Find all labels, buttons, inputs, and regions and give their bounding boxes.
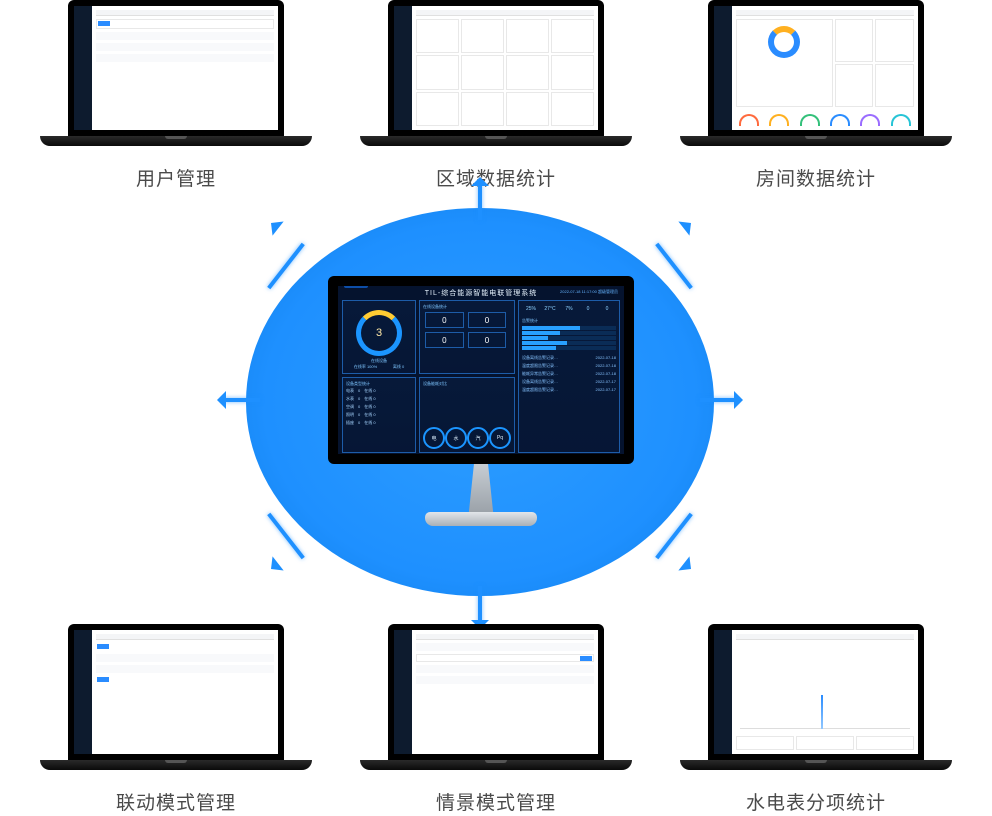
log-0-d: 2022-07-18 [596, 355, 616, 361]
hub-ring-value: 3 [361, 327, 397, 339]
hub-panel-ring: 3 在线设备 在线率 100% 离线 0 [342, 300, 416, 374]
arrow-down [478, 586, 482, 624]
hub-date: 2022-07-18 11:17:00 超级管理员 [560, 289, 618, 295]
log-0-t: 设备离线告警记录… [522, 355, 558, 361]
hub-tm-num-0: 0 [425, 312, 464, 328]
log-1-d: 2022-07-18 [596, 363, 616, 369]
caption-room-stats: 房间数据统计 [756, 164, 876, 191]
caption-meter-stats: 水电表分项统计 [746, 788, 886, 815]
hub-panel-bot-left: 设备类型统计 电表0在线 0 水表0在线 0 空调0在线 0 照明0在线 0 插… [342, 377, 416, 453]
hub-log-list: 设备离线告警记录…2022-07-18 温度超限告警记录…2022-07-18 … [522, 354, 616, 394]
blr11: 0 [358, 396, 360, 402]
thumbnails-row-top: 用户管理 区域数据统计 [0, 0, 992, 191]
blr01: 0 [358, 388, 360, 394]
ico-3: 0 [581, 306, 595, 312]
laptop-frame [360, 624, 632, 770]
hub-gauge-1: 水 [445, 427, 467, 449]
thumb-scene-mode: 情景模式管理 [360, 624, 632, 815]
ico-0: 25% [524, 306, 538, 312]
hub-ring-gauge: 3 [356, 310, 402, 356]
arrow-left [222, 398, 260, 402]
hub: 数字驾驶 TIL-综合能源智能电联管理系统 2022-07-18 11:17:0… [246, 208, 714, 596]
blr12: 在线 0 [364, 396, 375, 402]
arrow-right [700, 398, 738, 402]
caption-linkage-mode: 联动模式管理 [116, 788, 236, 815]
log-4-t: 温度超限告警记录… [522, 387, 558, 393]
blr42: 在线 0 [364, 420, 375, 426]
log-2-t: 能耗异常告警记录… [522, 371, 558, 377]
arrow-left-head [208, 391, 226, 409]
log-1-t: 温度超限告警记录… [522, 363, 558, 369]
hub-dashboard: 数字驾驶 TIL-综合能源智能电联管理系统 2022-07-18 11:17:0… [338, 286, 624, 454]
laptop-frame [40, 624, 312, 770]
hub-tr-title: 告警统计 [522, 318, 616, 324]
hub-stat-1: 离线 0 [393, 364, 404, 370]
laptop-frame [40, 0, 312, 146]
log-2-d: 2022-07-18 [596, 371, 616, 377]
laptop-frame [680, 0, 952, 146]
blr00: 电表 [346, 388, 354, 394]
hub-panel-bot-mid: 设备能耗对比 电 水 汽 Pq [419, 377, 515, 453]
log-3-t: 设备离线告警记录… [522, 379, 558, 385]
thumb-linkage-mode: 联动模式管理 [40, 624, 312, 815]
blr30: 照明 [346, 412, 354, 418]
blr22: 在线 0 [364, 404, 375, 410]
log-4-d: 2022-07-17 [596, 387, 616, 393]
blr20: 空调 [346, 404, 354, 410]
hub-panel-top-mid: 在线设备统计 0 0 0 0 [419, 300, 515, 374]
ico-1: 27°C [543, 306, 557, 312]
blr21: 0 [358, 404, 360, 410]
hub-monitor: 数字驾驶 TIL-综合能源智能电联管理系统 2022-07-18 11:17:0… [328, 276, 634, 526]
hub-gauge-3: Pq [489, 427, 511, 449]
caption-area-stats: 区域数据统计 [436, 164, 556, 191]
blr40: 插座 [346, 420, 354, 426]
laptop-frame [680, 624, 952, 770]
hub-tm-num-3: 0 [468, 332, 507, 348]
ico-4: 0 [600, 306, 614, 312]
hub-stat-0: 在线率 100% [354, 364, 377, 370]
blr10: 水表 [346, 396, 354, 402]
hub-gauge-0: 电 [423, 427, 445, 449]
thumb-room-stats: 房间数据统计 [680, 0, 952, 191]
caption-user-mgmt: 用户管理 [136, 164, 216, 191]
ico-2: 7% [562, 306, 576, 312]
laptop-frame [360, 0, 632, 146]
blr32: 在线 0 [364, 412, 375, 418]
thumb-user-mgmt: 用户管理 [40, 0, 312, 191]
blr41: 0 [358, 420, 360, 426]
hub-bm-title: 设备能耗对比 [423, 381, 511, 387]
mini-gauge-row [736, 110, 914, 126]
thumbnails-row-bottom: 联动模式管理 情景模式管理 [0, 624, 992, 815]
hub-tm-num-2: 0 [425, 332, 464, 348]
arrow-up [478, 182, 482, 220]
arrow-right-head [734, 391, 752, 409]
caption-scene-mode: 情景模式管理 [436, 788, 556, 815]
hub-tag: 数字驾驶 [344, 286, 368, 288]
mini-bar-chart [736, 643, 914, 733]
arrow-up-head [471, 168, 489, 186]
thumb-area-stats: 区域数据统计 [360, 0, 632, 191]
hub-gauge-2: 汽 [467, 427, 489, 449]
blr02: 在线 0 [364, 388, 375, 394]
thumb-meter-stats: 水电表分项统计 [680, 624, 952, 815]
blr31: 0 [358, 412, 360, 418]
hub-tm-num-1: 0 [468, 312, 507, 328]
hub-panel-right: 25% 27°C 7% 0 0 告警统计 设备离线告警 [518, 300, 620, 453]
log-3-d: 2022-07-17 [596, 379, 616, 385]
